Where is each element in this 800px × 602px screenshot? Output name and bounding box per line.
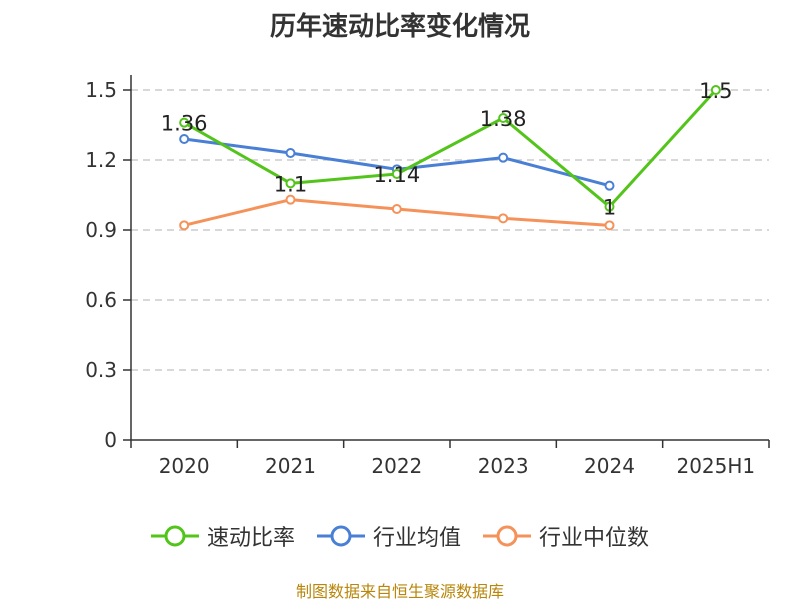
legend-item-industry-median[interactable]: 行业中位数 xyxy=(483,520,649,552)
data-label: 1.14 xyxy=(373,163,420,187)
data-point xyxy=(179,134,190,144)
data-point xyxy=(604,220,615,231)
data-point xyxy=(285,178,296,189)
data-label: 1 xyxy=(603,196,616,220)
legend-item-industry-mean[interactable]: 行业均值 xyxy=(316,520,461,552)
data-point xyxy=(285,148,296,158)
legend-label-industry-median: 行业中位数 xyxy=(539,526,650,551)
data-point xyxy=(285,194,296,205)
data-point xyxy=(179,117,190,128)
series-line-0 xyxy=(183,88,717,209)
legend-item-quick-ratio[interactable]: 速动比率 xyxy=(150,520,295,552)
x-tick-label: 2024 xyxy=(584,454,635,478)
data-point xyxy=(498,113,509,123)
source-footer: 制图数据来自恒生聚源数据库 xyxy=(295,582,504,601)
legend-label-industry-mean: 行业均值 xyxy=(372,526,461,551)
y-tick-label: 0.6 xyxy=(85,288,117,312)
legend-swatch-industry-mean xyxy=(316,525,365,547)
x-tick-label: 2020 xyxy=(159,454,210,478)
y-tick-label: 1.2 xyxy=(85,148,117,172)
x-tick-label: 2021 xyxy=(265,454,316,478)
data-point xyxy=(498,152,509,163)
y-tick-label: 0 xyxy=(104,428,117,452)
x-tick-label: 2022 xyxy=(371,454,422,478)
data-point xyxy=(391,204,402,214)
legend: 速动比率 行业均值 行业中位数 xyxy=(0,520,800,552)
data-label: 1.5 xyxy=(699,79,732,103)
data-label: 1.38 xyxy=(480,107,527,131)
data-point xyxy=(604,201,615,212)
chart-title: 历年速动比率变化情况 xyxy=(269,12,530,42)
data-point xyxy=(391,169,402,179)
data-point xyxy=(710,85,721,95)
x-tick-label: 2025H1 xyxy=(676,454,755,478)
data-point xyxy=(604,180,615,191)
data-point xyxy=(179,220,190,231)
data-label: 1.1 xyxy=(274,172,307,196)
data-label: 1.36 xyxy=(161,112,208,136)
y-tick-label: 0.3 xyxy=(85,358,117,382)
y-tick-label: 0.9 xyxy=(85,218,117,242)
y-tick-label: 1.5 xyxy=(85,78,117,102)
x-tick-label: 2023 xyxy=(478,454,529,478)
legend-swatch-quick-ratio xyxy=(150,525,199,547)
data-point xyxy=(498,213,509,224)
legend-label-quick-ratio: 速动比率 xyxy=(206,526,295,551)
legend-swatch-industry-median xyxy=(483,525,531,547)
